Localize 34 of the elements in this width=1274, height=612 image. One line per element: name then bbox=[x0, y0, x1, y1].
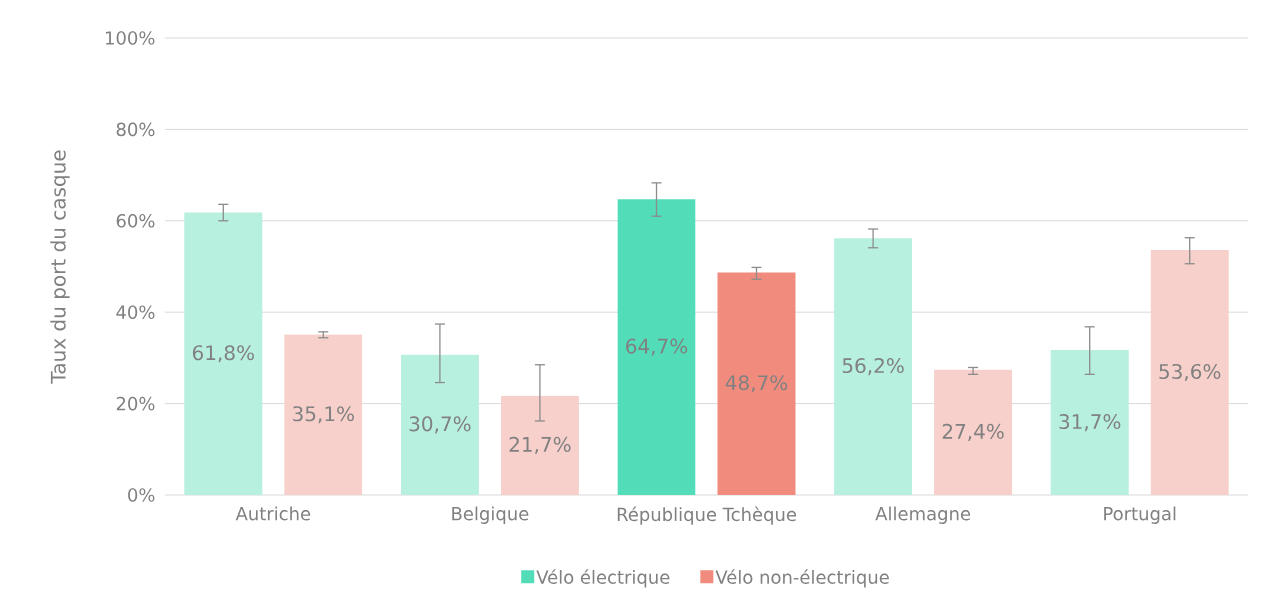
bar bbox=[934, 369, 1013, 495]
legend-label: Vélo non-électrique bbox=[715, 569, 889, 588]
data-label: 30,7% bbox=[409, 416, 471, 434]
x-tick-label: Autriche bbox=[235, 506, 311, 521]
bar bbox=[284, 334, 363, 495]
data-label: 53,6% bbox=[1159, 363, 1221, 382]
x-tick-label: République Tchèque bbox=[617, 506, 797, 525]
x-tick-label: Allemagne bbox=[875, 506, 971, 524]
y-tick-label: 20% bbox=[116, 396, 155, 411]
x-tick-label: Belgique bbox=[452, 506, 529, 524]
y-tick-label: 0% bbox=[128, 488, 155, 502]
data-label: 61,8% bbox=[192, 345, 254, 363]
data-label: 27,4% bbox=[942, 423, 1004, 441]
bar bbox=[717, 272, 796, 495]
bar bbox=[1050, 350, 1129, 495]
y-axis-title: Taux du port du casque bbox=[50, 150, 70, 384]
y-tick-label: 40% bbox=[116, 305, 155, 319]
bar bbox=[834, 238, 913, 495]
bar bbox=[184, 212, 263, 495]
bar bbox=[617, 199, 696, 495]
data-label: 48,7% bbox=[725, 375, 788, 393]
x-tick-label: Portugal bbox=[1104, 506, 1176, 524]
data-label: 64,7% bbox=[626, 338, 688, 356]
data-label: 56,2% bbox=[842, 357, 904, 376]
bar bbox=[500, 395, 579, 495]
data-label: 21,7% bbox=[509, 436, 571, 454]
legend-label: Vélo électrique bbox=[536, 569, 670, 588]
data-label: 31,7% bbox=[1059, 413, 1121, 432]
y-tick-label: 100% bbox=[105, 31, 155, 45]
y-tick-label: 60% bbox=[116, 213, 155, 228]
bar bbox=[1150, 250, 1229, 495]
bar bbox=[400, 354, 479, 495]
data-label: 35,1% bbox=[293, 406, 354, 424]
y-tick-label: 80% bbox=[116, 122, 155, 137]
